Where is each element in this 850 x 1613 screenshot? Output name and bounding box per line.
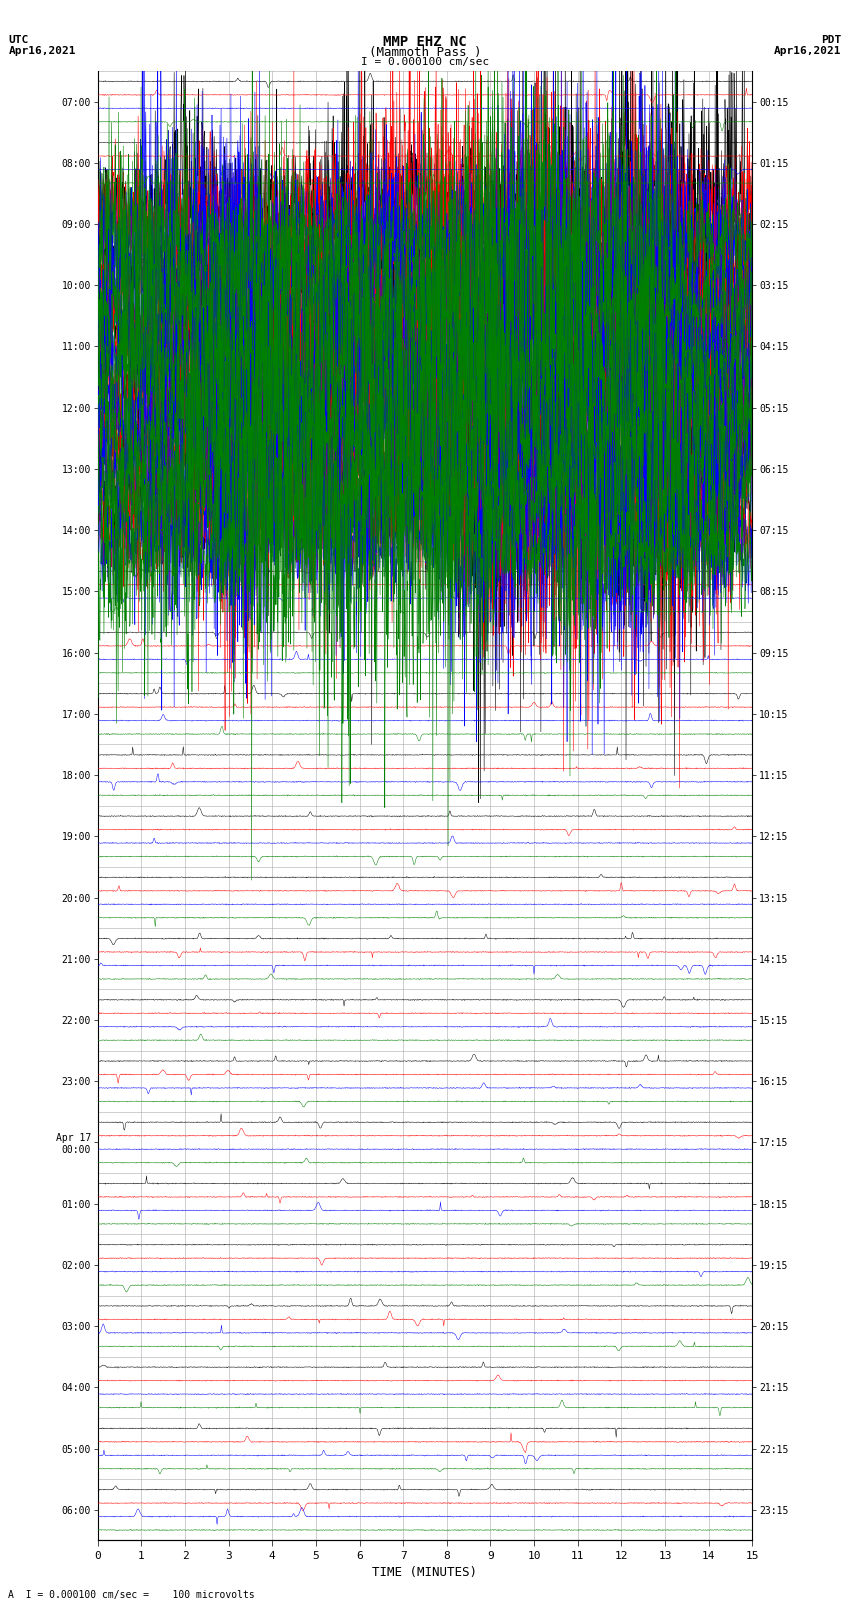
Text: A  I = 0.000100 cm/sec =    100 microvolts: A I = 0.000100 cm/sec = 100 microvolts <box>8 1590 255 1600</box>
Text: PDT: PDT <box>821 35 842 45</box>
Text: (Mammoth Pass ): (Mammoth Pass ) <box>369 45 481 60</box>
Text: MMP EHZ NC: MMP EHZ NC <box>383 35 467 48</box>
Text: Apr16,2021: Apr16,2021 <box>774 45 842 56</box>
X-axis label: TIME (MINUTES): TIME (MINUTES) <box>372 1566 478 1579</box>
Text: I = 0.000100 cm/sec: I = 0.000100 cm/sec <box>361 58 489 68</box>
Text: Apr16,2021: Apr16,2021 <box>8 45 76 56</box>
Text: UTC: UTC <box>8 35 29 45</box>
